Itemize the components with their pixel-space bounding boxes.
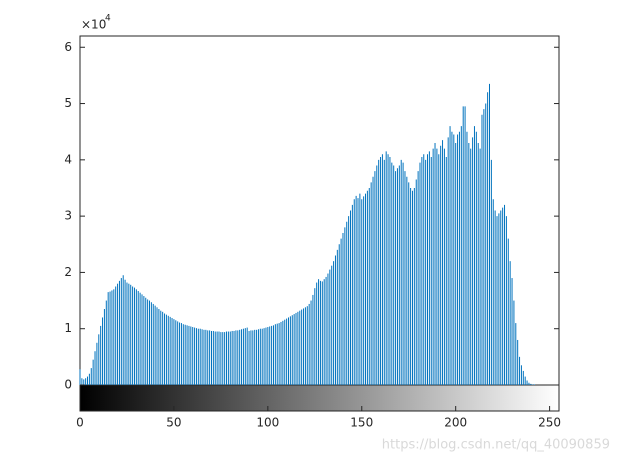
y-tick-label: 4 [64, 152, 72, 166]
stems [79, 83, 536, 385]
x-tick-label: 150 [350, 416, 373, 430]
x-tick-label: 250 [538, 416, 561, 430]
y-tick-label: 1 [64, 321, 72, 335]
y-tick-label: 6 [64, 40, 72, 54]
y-tick-label: 3 [64, 209, 72, 223]
colorbar [79, 384, 560, 412]
y-exponent: 4 [105, 14, 111, 24]
y-tick-label: 2 [64, 265, 72, 279]
x-tick-label: 100 [256, 416, 279, 430]
y-multiplier: ×10 [81, 18, 106, 32]
y-tick-label: 0 [64, 378, 72, 392]
plot-area [79, 35, 560, 386]
x-tick-label: 200 [444, 416, 467, 430]
x-tick-label: 50 [166, 416, 181, 430]
watermark: https://blog.csdn.net/qq_40090859 [382, 438, 610, 453]
y-tick-label: 5 [64, 96, 72, 110]
x-tick-label: 0 [76, 416, 84, 430]
